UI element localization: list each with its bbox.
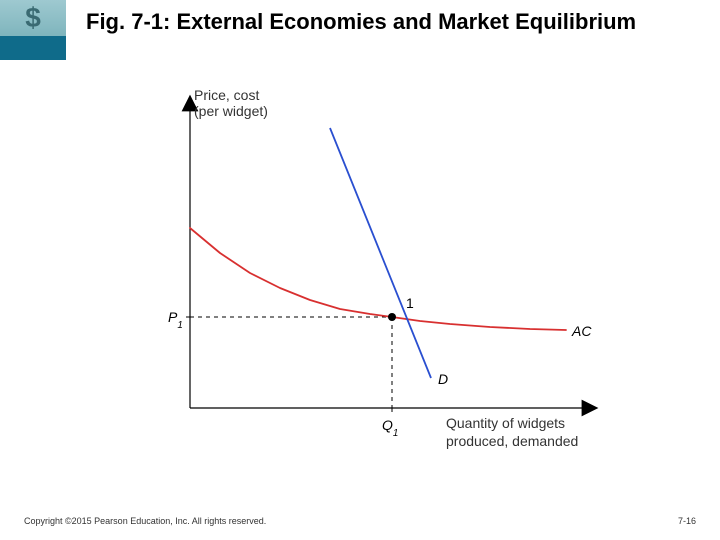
svg-text:AC: AC [571,323,592,339]
svg-text:Quantity of widgets: Quantity of widgets [446,415,565,431]
sidebar-top-panel: $ [0,0,66,36]
page-number: 7-16 [678,516,696,534]
svg-text:(per widget): (per widget) [194,103,268,119]
slide-title: Fig. 7-1: External Economies and Market … [86,8,666,36]
svg-text:Q1: Q1 [382,417,398,439]
sidebar-bottom-panel [0,36,66,60]
econ-chart-svg: Price, cost(per widget) Quantity of widge… [130,88,610,468]
svg-text:Price, cost: Price, cost [194,88,259,103]
footer: Copyright ©2015 Pearson Education, Inc. … [0,516,720,534]
dollar-icon: $ [25,2,41,34]
svg-text:P1: P1 [168,309,183,331]
svg-text:1: 1 [406,295,414,311]
chart-container: Price, cost(per widget) Quantity of widge… [130,88,610,468]
copyright-text: Copyright ©2015 Pearson Education, Inc. … [24,516,266,534]
decorative-sidebar: $ [0,0,66,60]
svg-text:D: D [438,371,448,387]
svg-text:produced, demanded: produced, demanded [446,433,578,449]
